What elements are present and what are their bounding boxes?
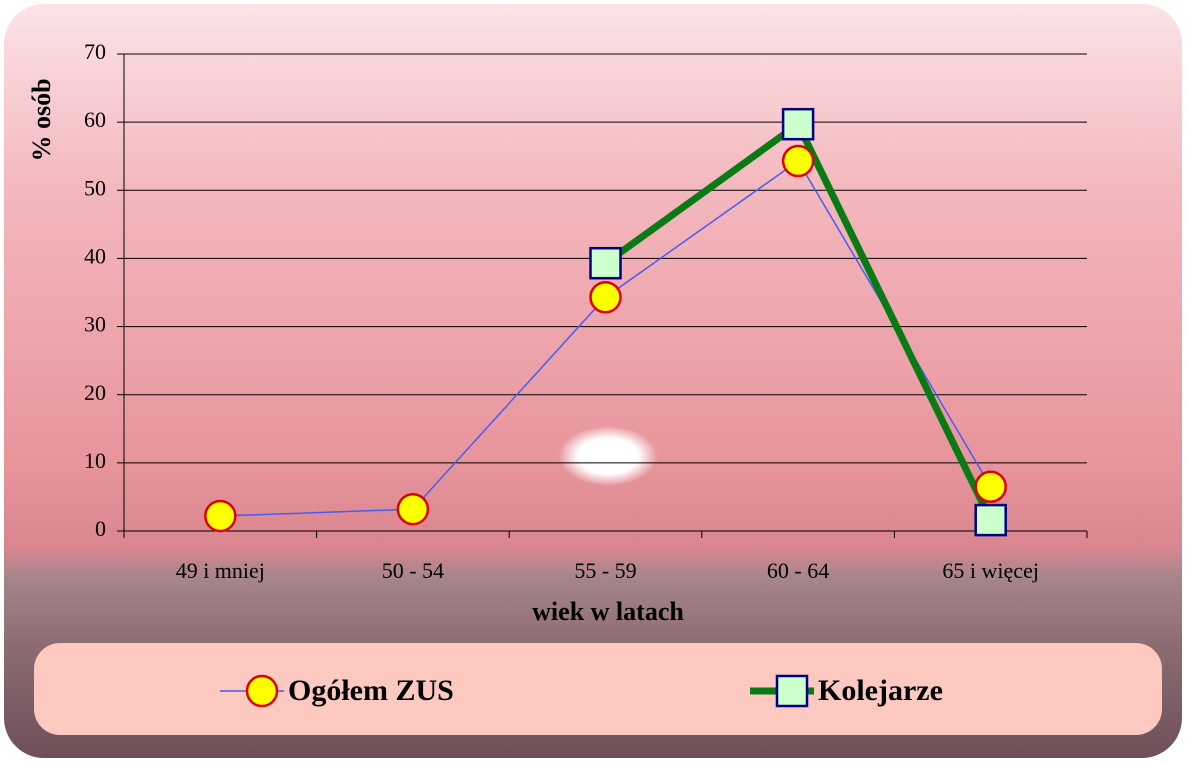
y-tick-label: 20 xyxy=(84,380,106,405)
x-tick-label: 60 - 64 xyxy=(767,558,829,583)
legend-marker xyxy=(777,676,807,706)
data-point xyxy=(205,501,235,531)
x-tick-label: 50 - 54 xyxy=(382,558,444,583)
legend-marker xyxy=(247,676,277,706)
legend-box xyxy=(34,643,1162,735)
data-point xyxy=(783,146,813,176)
y-tick-label: 10 xyxy=(84,448,106,473)
x-tick-label: 65 i więcej xyxy=(942,558,1039,583)
y-tick-label: 50 xyxy=(84,175,106,200)
data-point xyxy=(591,248,621,278)
y-tick-label: 0 xyxy=(95,516,106,541)
data-point xyxy=(591,282,621,312)
legend-label: Ogółem ZUS xyxy=(288,674,454,707)
data-point xyxy=(976,472,1006,502)
y-tick-label: 60 xyxy=(84,107,106,132)
x-tick-label: 55 - 59 xyxy=(574,558,636,583)
x-tick-label: 49 i mniej xyxy=(176,558,265,583)
sun xyxy=(558,426,658,486)
y-tick-label: 30 xyxy=(84,312,106,337)
x-axis-title: wiek w latach xyxy=(532,597,684,626)
legend-label: Kolejarze xyxy=(818,674,943,707)
chart: % osób wiek w latach 0 10 20 30 40 50 60 70 49 i… xyxy=(0,0,1186,762)
y-tick-label: 70 xyxy=(84,39,106,64)
data-point xyxy=(783,109,813,139)
y-tick-label: 40 xyxy=(84,243,106,268)
data-point xyxy=(976,505,1006,535)
data-point xyxy=(398,494,428,524)
y-axis-title: % osób xyxy=(27,78,56,161)
